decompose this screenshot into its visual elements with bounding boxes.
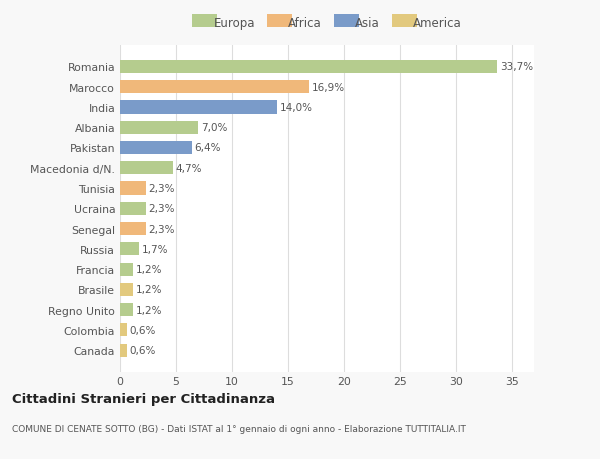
Text: 1,2%: 1,2% [136, 264, 163, 274]
Text: 0,6%: 0,6% [130, 346, 156, 355]
Text: 2,3%: 2,3% [149, 184, 175, 194]
Bar [120, 101, 277, 114]
Bar [120, 223, 146, 235]
Bar [120, 243, 139, 256]
Text: 1,2%: 1,2% [136, 305, 163, 315]
Text: COMUNE DI CENATE SOTTO (BG) - Dati ISTAT al 1° gennaio di ogni anno - Elaborazio: COMUNE DI CENATE SOTTO (BG) - Dati ISTAT… [12, 425, 466, 434]
Bar [120, 324, 127, 337]
Text: Cittadini Stranieri per Cittadinanza: Cittadini Stranieri per Cittadinanza [12, 392, 275, 405]
Bar [120, 202, 146, 215]
Bar [120, 121, 199, 134]
Bar [120, 182, 146, 195]
Text: 7,0%: 7,0% [201, 123, 227, 133]
Bar [120, 303, 133, 317]
Text: 1,7%: 1,7% [142, 244, 169, 254]
Text: 14,0%: 14,0% [280, 103, 313, 113]
Text: 0,6%: 0,6% [130, 325, 156, 335]
Text: 4,7%: 4,7% [175, 163, 202, 174]
Text: 16,9%: 16,9% [312, 83, 345, 93]
Bar [120, 81, 309, 94]
Bar [120, 162, 173, 175]
Text: 2,3%: 2,3% [149, 224, 175, 234]
Bar [120, 263, 133, 276]
Bar [120, 283, 133, 297]
Legend: Europa, Africa, Asia, America: Europa, Africa, Asia, America [190, 14, 464, 32]
Text: 33,7%: 33,7% [500, 62, 533, 72]
Text: 1,2%: 1,2% [136, 285, 163, 295]
Text: 2,3%: 2,3% [149, 204, 175, 214]
Bar [120, 344, 127, 357]
Text: 6,4%: 6,4% [194, 143, 221, 153]
Bar [120, 61, 497, 74]
Bar [120, 142, 191, 155]
